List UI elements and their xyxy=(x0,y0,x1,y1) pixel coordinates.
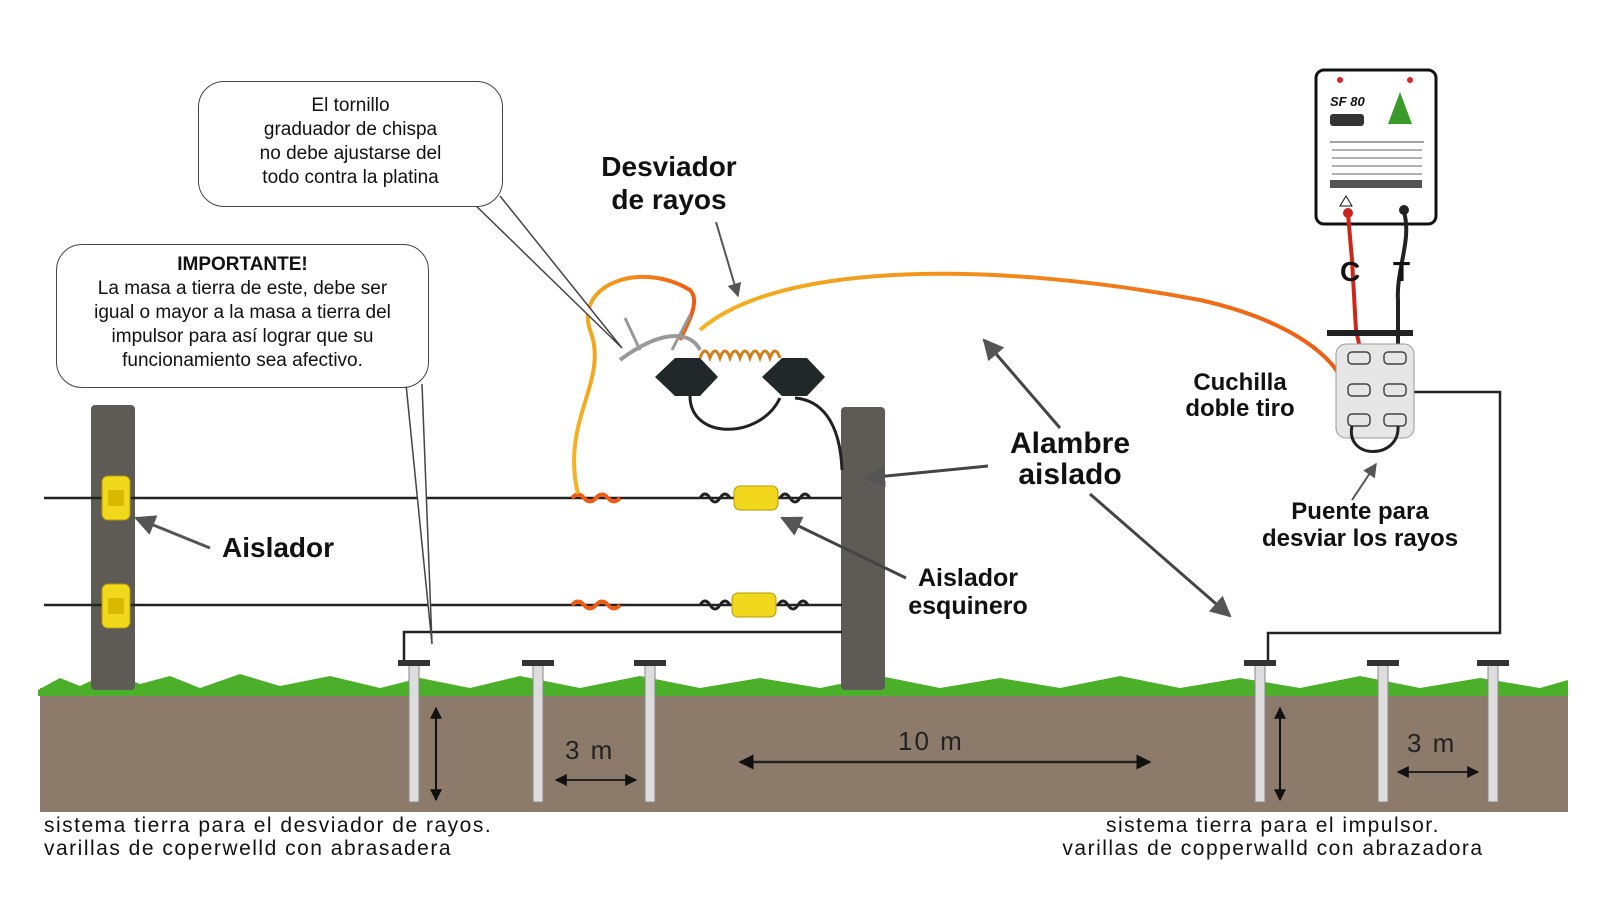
insulator-top-icon xyxy=(101,475,131,521)
caption-left-line-1: sistema tierra para el desviador de rayo… xyxy=(44,814,493,837)
callout-importante-line-4: funcionamiento sea afectivo. xyxy=(122,350,363,371)
ground-rod-4 xyxy=(1244,660,1276,803)
caption-right-line-1: sistema tierra para el impulsor. xyxy=(1106,814,1440,837)
dim-middle-label: 10 m xyxy=(898,726,964,756)
callout-importante: IMPORTANTE! La masa a tierra de este, de… xyxy=(56,244,429,388)
energizer-device-icon xyxy=(1314,68,1438,226)
caption-left: sistema tierra para el desviador de rayo… xyxy=(44,814,492,860)
label-desviador-line-2: de rayos xyxy=(611,184,727,215)
callout-importante-line-3: impulsor para así lograr que su xyxy=(111,326,374,347)
caption-left-line-2: varillas de coperwelld con abrasadera xyxy=(44,837,453,860)
hot-wire-loop xyxy=(572,274,697,495)
callout-importante-title: IMPORTANTE! xyxy=(177,254,308,275)
callout-tornillo-line-3: no debe ajustarse del xyxy=(259,143,442,164)
pointer-alambre-wire xyxy=(982,338,1062,429)
caption-right: sistema tierra para el impulsor. varilla… xyxy=(986,814,1560,860)
callout-tornillo-line-2: graduador de chispa xyxy=(263,119,438,140)
label-aislador-esquinero-line-1: Aislador xyxy=(917,564,1019,592)
grass xyxy=(38,672,1568,696)
label-alambre-line-2: aislado xyxy=(1018,458,1122,491)
label-aislador-esquinero-line-2: esquinero xyxy=(908,592,1028,620)
caption-right-line-2: varillas de copperwalld con abrazadora xyxy=(1062,837,1484,860)
double-throw-switch-icon xyxy=(1327,330,1415,453)
label-desviador-line-1: Desviador xyxy=(601,151,737,182)
pointer-aislador xyxy=(134,515,211,550)
ground-rod-6 xyxy=(1477,660,1509,803)
label-aislador-esquinero: Aislador esquinero xyxy=(888,564,1048,620)
label-puente: Puente para desviar los rayos xyxy=(1226,498,1494,552)
callout-tornillo-line-1: El tornillo xyxy=(311,95,390,116)
ground-rod-1 xyxy=(398,660,430,803)
label-cuchilla-line-1: Cuchilla xyxy=(1193,369,1287,396)
label-alambre-line-1: Alambre xyxy=(1009,427,1131,460)
dim-right-label: 3 m xyxy=(1407,728,1457,758)
pointer-alambre-post xyxy=(863,464,989,487)
pointer-desviador xyxy=(715,221,742,298)
dim-left-label: 3 m xyxy=(565,735,615,765)
energizer-black-lead xyxy=(1395,211,1409,348)
label-desviador: Desviador de rayos xyxy=(586,150,752,216)
pointer-alambre-ground xyxy=(1089,492,1232,618)
lightning-arrester-icon xyxy=(618,314,844,471)
energizer-red-lead xyxy=(1346,213,1362,349)
hot-wire-to-switch xyxy=(698,271,1347,386)
ground-rod-2 xyxy=(522,660,554,803)
corner-insulator-bottom-icon xyxy=(698,592,810,618)
terminal-t-label: T xyxy=(1393,256,1411,287)
label-cuchilla: Cuchilla doble tiro xyxy=(1160,370,1320,422)
corner-insulator-top-icon xyxy=(698,485,812,511)
ground-wire-left xyxy=(402,630,842,662)
callout-importante-line-1: La masa a tierra de este, debe ser xyxy=(97,278,388,299)
callout-tornillo: El tornillo graduador de chispa no debe … xyxy=(198,81,503,207)
callout-importante-tail xyxy=(405,383,433,645)
ground-rod-5 xyxy=(1367,660,1399,803)
label-cuchilla-line-2: doble tiro xyxy=(1185,395,1295,422)
ground-wire-right xyxy=(1266,390,1502,662)
label-puente-line-1: Puente para xyxy=(1291,498,1429,525)
label-alambre: Alambre aislado xyxy=(984,428,1156,490)
callout-tornillo-line-4: todo contra la platina xyxy=(262,167,439,188)
callout-tornillo-tail xyxy=(469,195,623,349)
pointer-puente xyxy=(1351,462,1377,501)
soil xyxy=(40,688,1568,812)
terminal-c-label: C xyxy=(1340,256,1361,287)
label-aislador: Aislador xyxy=(222,532,335,563)
pointer-aislador-esquinero xyxy=(780,516,907,580)
callout-importante-line-2: igual o mayor a la masa a tierra del xyxy=(94,302,391,323)
jumper-wire xyxy=(570,492,624,611)
ground-rod-3 xyxy=(634,660,666,803)
wooden-post-left xyxy=(91,405,135,690)
energizer-model: SF 80 xyxy=(1330,94,1365,109)
insulator-bottom-icon xyxy=(101,583,131,629)
label-puente-line-2: desviar los rayos xyxy=(1261,525,1459,552)
